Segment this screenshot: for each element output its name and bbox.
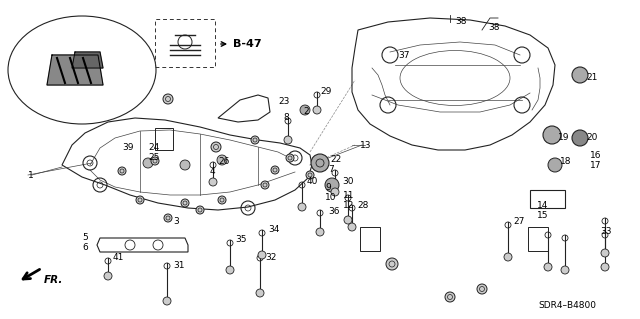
Circle shape [218,196,226,204]
Circle shape [256,289,264,297]
Text: 15: 15 [537,211,548,219]
Text: 27: 27 [513,218,524,226]
Text: 8: 8 [283,114,289,122]
Text: 30: 30 [342,177,353,187]
Circle shape [331,188,339,196]
Text: 38: 38 [455,18,467,26]
Circle shape [572,130,588,146]
Circle shape [313,106,321,114]
Text: 38: 38 [488,24,499,33]
Text: 1: 1 [28,170,34,180]
Circle shape [561,266,569,274]
Text: FR.: FR. [44,275,63,285]
Circle shape [300,105,310,115]
Text: 9: 9 [325,183,331,192]
Text: 3: 3 [173,218,179,226]
Circle shape [181,199,189,207]
Circle shape [104,272,112,280]
Circle shape [601,249,609,257]
Circle shape [226,266,234,274]
Text: 7: 7 [328,166,333,174]
Circle shape [118,167,126,175]
Circle shape [164,214,172,222]
Text: 29: 29 [320,87,332,97]
Text: 19: 19 [558,133,570,143]
Text: 34: 34 [268,226,280,234]
Circle shape [325,178,339,192]
Text: SDR4–B4800: SDR4–B4800 [538,300,596,309]
Text: 21: 21 [586,73,597,83]
Bar [530,190,565,208]
Text: 32: 32 [265,254,276,263]
Circle shape [548,158,562,172]
Circle shape [311,154,329,172]
Circle shape [163,94,173,104]
Polygon shape [72,52,103,68]
Polygon shape [47,55,103,85]
Text: 12: 12 [343,201,355,210]
Circle shape [572,67,588,83]
Text: 35: 35 [235,235,246,244]
Text: 28: 28 [357,201,369,210]
Circle shape [344,216,352,224]
Text: 14: 14 [537,201,548,210]
Bar [155,19,215,67]
Bar [528,227,548,251]
Text: 39: 39 [122,144,134,152]
Circle shape [601,263,609,271]
Text: 31: 31 [173,261,184,270]
Text: 11: 11 [343,190,355,199]
Text: 5: 5 [82,233,88,241]
Text: 4: 4 [210,167,216,176]
Text: 40: 40 [307,177,318,187]
Circle shape [151,157,159,165]
Circle shape [477,284,487,294]
Circle shape [348,223,356,231]
Circle shape [271,166,279,174]
Circle shape [543,126,561,144]
Circle shape [136,196,144,204]
Text: 23: 23 [278,98,289,107]
Circle shape [209,178,217,186]
Text: 13: 13 [360,140,371,150]
Text: 36: 36 [328,207,339,217]
Text: 26: 26 [218,158,229,167]
Text: 37: 37 [398,50,410,60]
Text: 17: 17 [590,160,602,169]
Circle shape [298,203,306,211]
Text: 6: 6 [82,243,88,253]
Circle shape [163,297,171,305]
Text: 24: 24 [148,144,159,152]
Text: 22: 22 [330,155,341,165]
Circle shape [284,136,292,144]
Text: 20: 20 [586,133,597,143]
Text: 16: 16 [590,151,602,160]
Bar [155,128,173,150]
Text: 10: 10 [325,194,337,203]
Circle shape [258,251,266,259]
Circle shape [217,155,227,165]
Text: 25: 25 [148,153,159,162]
Circle shape [544,263,552,271]
Text: B-47: B-47 [233,39,262,49]
Circle shape [445,292,455,302]
Circle shape [306,171,314,179]
Bar [360,227,380,251]
Text: 2: 2 [303,108,308,116]
Text: 41: 41 [113,254,124,263]
Circle shape [261,181,269,189]
Circle shape [504,253,512,261]
Circle shape [180,160,190,170]
Circle shape [143,158,153,168]
Circle shape [316,228,324,236]
Text: 18: 18 [560,158,572,167]
Text: 33: 33 [600,227,611,236]
Circle shape [196,206,204,214]
Circle shape [286,154,294,162]
Circle shape [251,136,259,144]
Circle shape [211,142,221,152]
Circle shape [386,258,398,270]
